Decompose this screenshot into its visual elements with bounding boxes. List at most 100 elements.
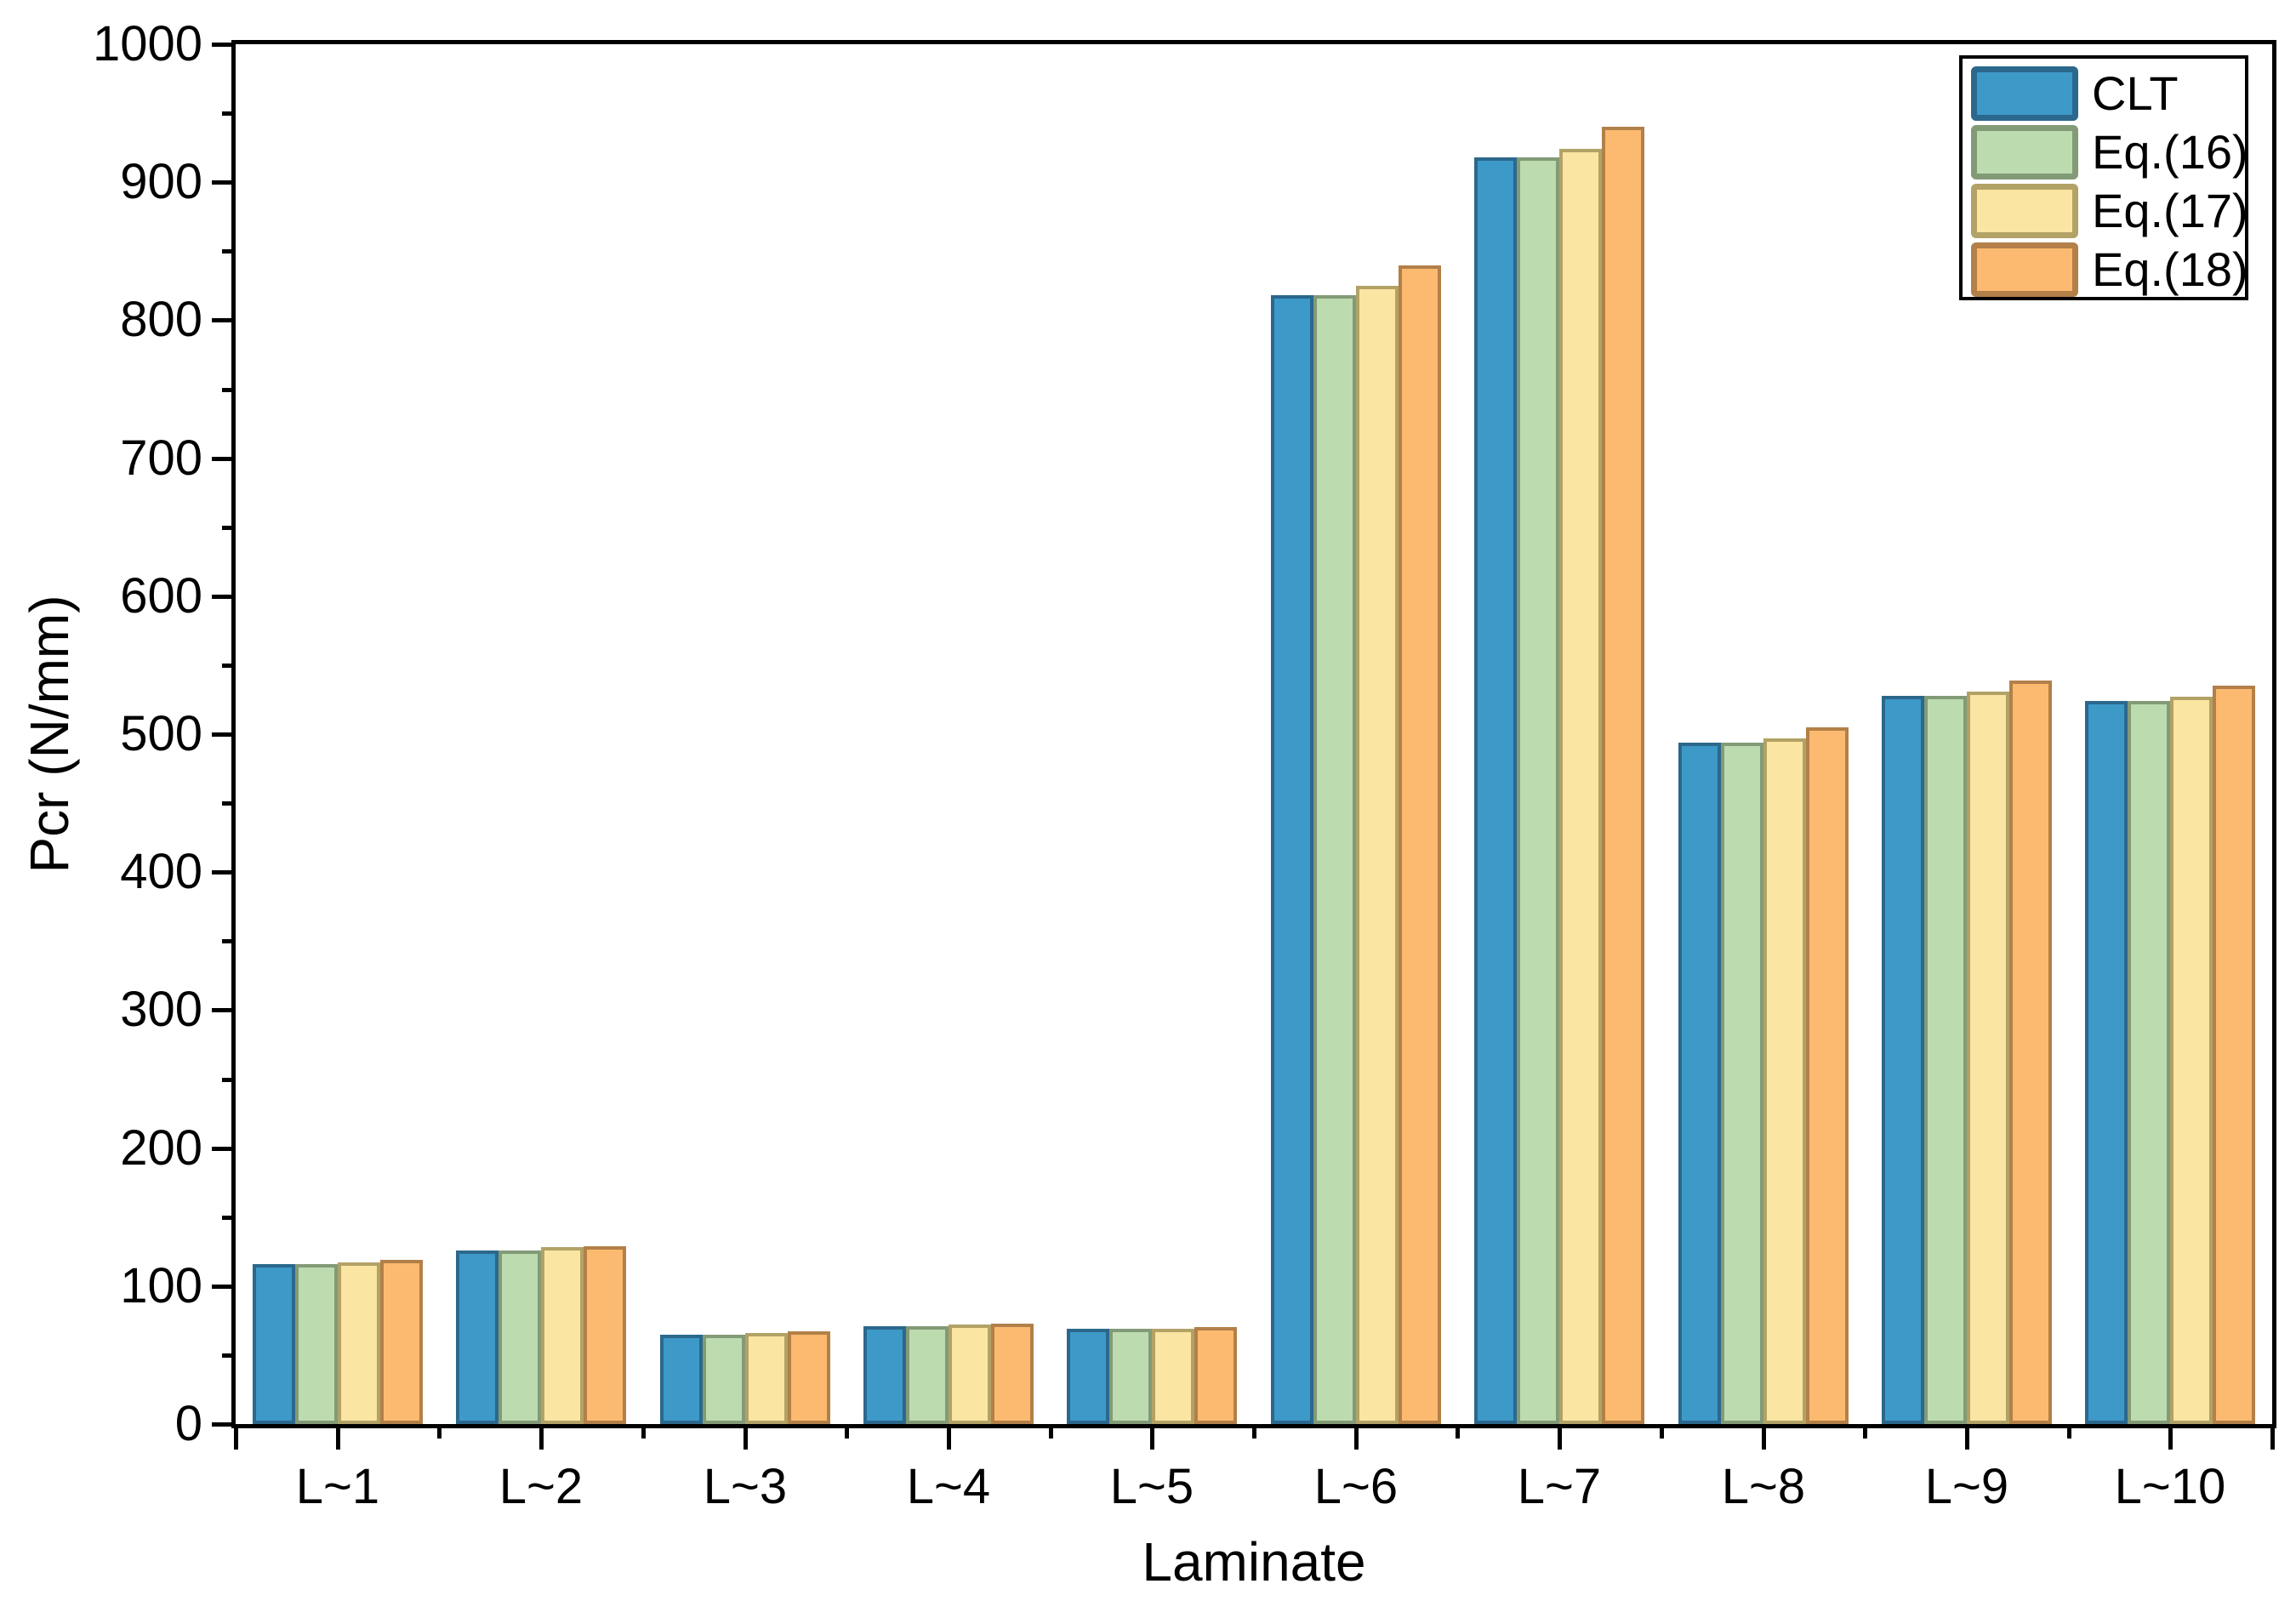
- y-tick-label: 200: [120, 1120, 202, 1176]
- legend-label: Eq.(17): [2092, 184, 2248, 237]
- x-minor-tick: [1863, 1424, 1867, 1439]
- bar-CLT-L~7: [1474, 157, 1517, 1424]
- y-minor-tick: [222, 111, 236, 116]
- y-major-tick: [212, 1422, 236, 1427]
- legend-swatch-Eq.(16): [1971, 124, 2078, 179]
- bar-Eq.(17)-L~1: [338, 1262, 380, 1424]
- legend-row-Eq.(17): Eq.(17): [1971, 181, 2248, 240]
- legend-swatch-Eq.(17): [1971, 183, 2078, 238]
- legend: CLT Eq.(16) Eq.(17) Eq.(18): [1959, 55, 2248, 300]
- x-major-tick: [1558, 1424, 1562, 1450]
- y-major-tick: [212, 318, 236, 322]
- y-tick-label: 900: [120, 154, 202, 209]
- bar-Eq.(17)-L~8: [1763, 738, 1806, 1424]
- bar-Eq.(17)-L~5: [1152, 1329, 1194, 1424]
- legend-row-Eq.(18): Eq.(18): [1971, 240, 2248, 299]
- plot-area: [236, 44, 2272, 1424]
- y-tick-label: 1000: [92, 16, 202, 71]
- x-axis-title: Laminate: [1142, 1531, 1366, 1592]
- bar-Eq.(18)-L~4: [991, 1324, 1034, 1424]
- x-major-tick: [539, 1424, 544, 1450]
- x-tick-label: L~10: [2114, 1459, 2226, 1514]
- bar-CLT-L~1: [253, 1264, 295, 1424]
- y-minor-tick: [222, 1216, 236, 1220]
- y-tick-label: 700: [120, 430, 202, 486]
- y-minor-tick: [222, 1078, 236, 1082]
- y-minor-tick: [222, 939, 236, 943]
- x-major-tick: [1965, 1424, 1969, 1450]
- x-minor-tick: [1252, 1424, 1256, 1439]
- x-tick-label: L~5: [1109, 1459, 1194, 1514]
- x-tick-label: L~3: [703, 1459, 788, 1514]
- y-major-tick: [212, 43, 236, 47]
- y-minor-tick: [222, 1353, 236, 1358]
- bar-CLT-L~6: [1271, 295, 1313, 1424]
- y-tick-label: 400: [120, 844, 202, 899]
- bar-Eq.(18)-L~6: [1399, 265, 1441, 1424]
- bar-Eq.(17)-L~6: [1356, 286, 1399, 1424]
- x-minor-tick: [1049, 1424, 1053, 1439]
- x-tick-label: L~2: [499, 1459, 584, 1514]
- x-tick-label: L~7: [1517, 1459, 1602, 1514]
- y-tick-label: 800: [120, 292, 202, 347]
- bar-Eq.(16)-L~8: [1721, 743, 1763, 1424]
- x-minor-tick: [437, 1424, 442, 1439]
- bar-Eq.(16)-L~9: [1924, 696, 1967, 1424]
- x-major-tick: [336, 1424, 340, 1450]
- legend-swatch-Eq.(18): [1971, 242, 2078, 297]
- y-tick-label: 600: [120, 568, 202, 624]
- bar-Eq.(16)-L~3: [703, 1335, 745, 1424]
- bar-Eq.(16)-L~1: [295, 1264, 338, 1424]
- y-tick-label: 100: [120, 1258, 202, 1313]
- bar-Eq.(17)-L~3: [745, 1333, 788, 1424]
- y-tick-label: 500: [120, 706, 202, 761]
- y-major-tick: [212, 1285, 236, 1289]
- bar-Eq.(17)-L~10: [2170, 697, 2213, 1424]
- x-major-tick: [2168, 1424, 2173, 1450]
- bar-Eq.(17)-L~4: [949, 1325, 991, 1424]
- y-major-tick: [212, 732, 236, 737]
- x-tick-label: L~1: [295, 1459, 380, 1514]
- x-major-tick: [1762, 1424, 1766, 1450]
- bar-Eq.(18)-L~1: [380, 1260, 423, 1424]
- bar-CLT-L~10: [2085, 701, 2128, 1424]
- x-minor-tick: [641, 1424, 646, 1439]
- legend-row-Eq.(16): Eq.(16): [1971, 122, 2248, 181]
- legend-swatch-CLT: [1971, 66, 2078, 121]
- x-major-tick: [1354, 1424, 1359, 1450]
- y-major-tick: [212, 870, 236, 875]
- x-major-tick: [1150, 1424, 1154, 1450]
- bar-Eq.(18)-L~7: [1602, 127, 1644, 1424]
- bar-CLT-L~5: [1067, 1329, 1109, 1424]
- bar-Eq.(18)-L~10: [2213, 686, 2255, 1424]
- y-major-tick: [212, 180, 236, 185]
- legend-label: CLT: [2092, 66, 2179, 120]
- bar-CLT-L~2: [456, 1251, 499, 1424]
- y-minor-tick: [222, 526, 236, 530]
- bar-Eq.(16)-L~2: [499, 1251, 541, 1424]
- x-corner-tick: [234, 1424, 238, 1450]
- y-tick-label: 300: [120, 982, 202, 1037]
- x-tick-label: L~8: [1721, 1459, 1806, 1514]
- bar-Eq.(18)-L~3: [788, 1331, 830, 1424]
- y-tick-label: 0: [174, 1396, 202, 1451]
- bar-Eq.(17)-L~9: [1967, 692, 2009, 1424]
- bar-CLT-L~9: [1882, 696, 1924, 1424]
- x-tick-label: L~6: [1313, 1459, 1399, 1514]
- y-major-tick: [212, 1008, 236, 1012]
- legend-row-CLT: CLT: [1971, 64, 2245, 122]
- bar-Eq.(16)-L~6: [1313, 295, 1356, 1424]
- x-minor-tick: [1456, 1424, 1460, 1439]
- x-minor-tick: [2067, 1424, 2071, 1439]
- y-minor-tick: [222, 249, 236, 254]
- y-axis-title: Pcr (N/mm): [19, 595, 80, 874]
- bar-Eq.(18)-L~2: [584, 1246, 626, 1424]
- x-tick-label: L~9: [1924, 1459, 2009, 1514]
- x-major-tick: [743, 1424, 748, 1450]
- bar-CLT-L~3: [660, 1335, 703, 1424]
- bar-Eq.(18)-L~9: [2009, 681, 2052, 1424]
- bar-Eq.(16)-L~7: [1517, 157, 1559, 1424]
- bar-Eq.(16)-L~5: [1109, 1329, 1152, 1424]
- y-major-tick: [212, 457, 236, 461]
